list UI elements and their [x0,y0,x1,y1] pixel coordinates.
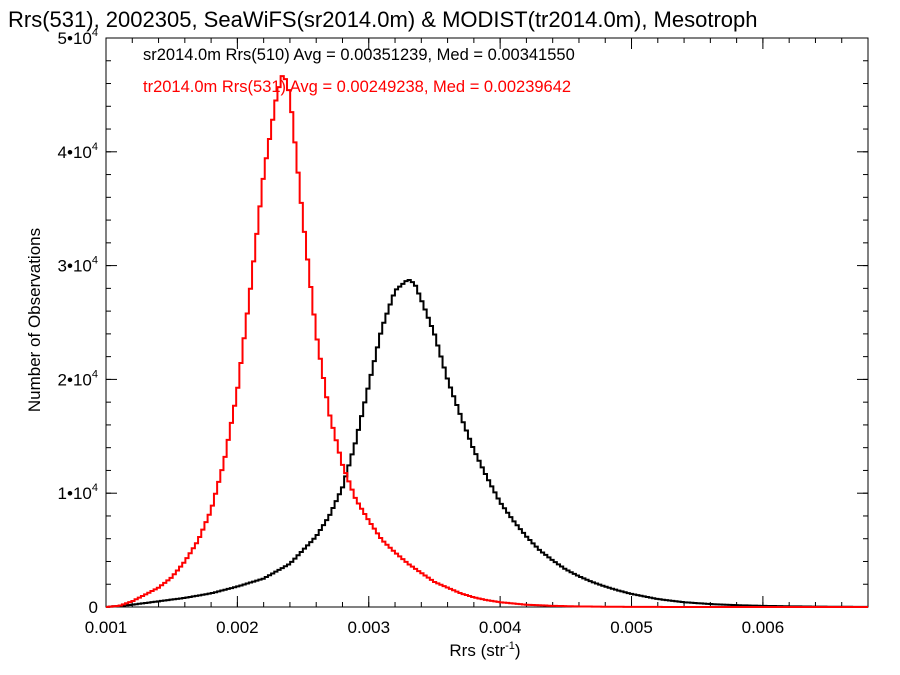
y-tick-label: 4•104 [58,141,98,162]
y-tick-label: 0 [89,598,98,617]
x-tick-label: 0.001 [85,618,128,637]
x-tick-label: 0.002 [216,618,259,637]
x-tick-label: 0.006 [742,618,785,637]
y-tick-label: 5•104 [58,27,98,48]
x-tick-label: 0.005 [610,618,653,637]
series-line-0 [106,278,868,608]
legend-entry-black: sr2014.0m Rrs(510) Avg = 0.00351239, Med… [143,46,575,64]
y-axis-label: Number of Observations [25,228,44,412]
x-tick-label: 0.004 [479,618,522,637]
x-axis-label: Rrs (str-1) [449,640,520,660]
y-tick-label: 2•104 [58,368,98,389]
series-line-1 [106,75,868,608]
plot-frame [105,37,869,608]
plot-area: 0.001 0.002 0.003 0.004 0.005 0.006 0 1•104 2•10… [58,27,869,637]
x-tick-label: 0.003 [347,618,390,637]
chart-title: Rrs(531), 2002305, SeaWiFS(sr2014.0m) & … [8,7,758,32]
legend-entry-red: tr2014.0m Rrs(531) Avg = 0.00249238, Med… [143,78,571,96]
y-tick-label: 3•104 [58,255,98,276]
y-tick-label: 1•104 [58,482,98,503]
